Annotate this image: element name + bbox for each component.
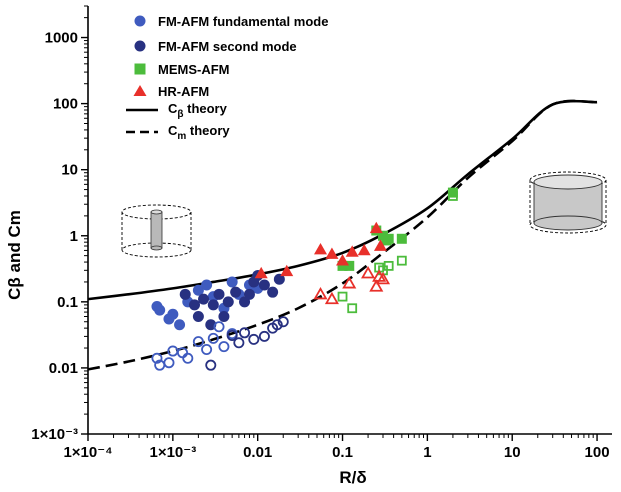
legend: FM-AFM fundamental mode FM-AFM second mo… [126,14,328,142]
narrow-cylinder-icon [121,204,192,258]
data-point-circle-open [218,341,230,353]
data-point-circle-open [271,319,283,331]
x-tick-label: 100 [585,444,610,461]
data-point-square-open [337,291,348,302]
data-point-circle-open [163,357,175,369]
data-point-circle-open [233,337,245,349]
data-points [151,187,458,371]
data-point-circle [154,304,166,316]
legend-item-cm-theory: Cm theory [126,123,230,142]
y-tick-label: 1 [70,228,78,245]
data-point-circle [198,293,210,305]
data-point-circle [189,299,201,311]
data-point-circle-open [239,327,251,339]
data-point-circle [201,279,213,291]
data-point-square [396,233,407,244]
data-point-circle [226,276,238,288]
data-point-triangle-open [375,271,391,285]
data-point-circle [205,319,217,331]
data-point-triangle-open [361,266,376,279]
data-point-circle [230,286,242,298]
data-point-circle [174,319,186,331]
svg-text:Cβ theory: Cβ theory [168,101,228,120]
data-point-triangle [369,221,383,234]
cm-theory-curve [87,99,598,371]
data-point-triangle-open [313,286,328,300]
ticks: 1×10⁻⁴ 1×10⁻³ 0.01 0.1 1 10 1001×10⁻³0.010.111… [31,5,610,461]
data-point-triangle [345,245,359,257]
svg-text:HR-AFM: HR-AFM [158,84,209,99]
y-tick-label: 100 [53,96,78,113]
x-tick-label: 1×10⁻³ [149,444,196,461]
data-point-circle [222,296,234,308]
y-tick-label: 0.1 [57,294,78,311]
y-tick-label: 1000 [45,30,78,47]
data-point-circle-open [201,344,213,356]
legend-item-fm-afm-fundamental: FM-AFM fundamental mode [134,14,328,29]
data-point-square-open [396,255,407,266]
data-point-triangle [357,243,371,256]
data-point-circle-open [207,332,219,344]
data-point-triangle [325,247,339,259]
svg-text:FM-AFM second mode: FM-AFM second mode [158,39,297,54]
data-point-circle-open [205,359,217,371]
data-point-circle-open [192,336,204,348]
data-point-circle [218,311,230,323]
data-point-circle [167,308,179,320]
data-point-circle [192,284,204,296]
data-point-triangle-open [342,276,357,289]
svg-text:FM-AFM fundamental mode: FM-AFM fundamental mode [158,14,328,29]
data-point-triangle [373,239,387,251]
data-point-circle [207,299,219,311]
y-axis-title: Cβ and Cm [5,210,24,300]
y-tick-label: 10 [61,162,78,179]
data-point-triangle-open [324,291,339,305]
data-point-circle [213,288,225,300]
x-tick-label: 0.01 [243,444,272,461]
data-point-circle-open [258,330,270,342]
x-axis-title: R/δ [339,468,366,487]
svg-text:Cm theory: Cm theory [168,123,230,142]
data-point-square-open [347,303,358,314]
data-point-triangle-open [369,279,384,292]
data-point-circle [192,311,204,323]
data-point-square-open [448,191,458,201]
data-point-square [344,260,355,271]
data-point-circle-open [151,352,163,364]
legend-item-hr-afm: HR-AFM [133,84,209,99]
data-point-circle-open [277,316,289,328]
legend-item-fm-afm-second: FM-AFM second mode [134,39,297,54]
svg-text:MEMS-AFM: MEMS-AFM [158,62,230,77]
wide-cylinder-icon [529,171,607,234]
data-point-triangle [280,264,294,277]
cbeta-theory-curve [87,99,598,301]
data-point-triangle [254,266,268,279]
data-point-circle-open [248,333,260,345]
data-point-circle [267,286,279,298]
data-point-circle [273,273,285,285]
theory-curves [87,99,598,371]
y-tick-label: 0.01 [49,360,78,377]
legend-item-cbeta-theory: Cβ theory [126,101,228,120]
data-point-circle-open [213,321,225,333]
data-point-circle [179,288,191,300]
data-point-circle [243,288,255,300]
data-point-square [337,260,348,271]
x-tick-label: 10 [504,444,521,461]
data-point-triangle [314,242,328,255]
data-point-square-open [383,260,394,271]
y-tick-label: 1×10⁻³ [31,426,78,443]
data-point-circle-open [182,352,194,364]
x-tick-label: 0.1 [332,444,353,461]
data-point-square [383,233,394,244]
data-point-circle-open [226,329,238,341]
x-tick-label: 1 [423,444,431,461]
legend-item-mems-afm: MEMS-AFM [134,62,230,77]
x-tick-label: 1×10⁻⁴ [63,444,112,461]
data-point-triangle [336,254,350,266]
data-point-circle [258,279,270,291]
